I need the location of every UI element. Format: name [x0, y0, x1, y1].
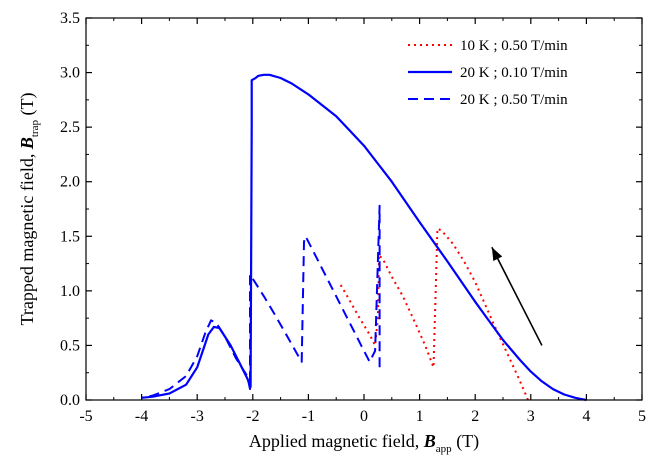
- legend: 10 K ; 0.50 T/min 20 K ; 0.10 T/min 20 K ;…: [408, 38, 568, 108]
- x-tick-label: -1: [302, 408, 315, 425]
- y-tick-label: 0.0: [60, 392, 80, 409]
- legend-label-1: 10 K ; 0.50 T/min: [460, 38, 568, 54]
- x-tick-label: -3: [191, 408, 204, 425]
- series-line-1: [338, 227, 529, 401]
- y-axis-title: Trapped magnetic field, Btrap (T): [17, 93, 41, 326]
- y-axis-title-suffix: (T): [17, 93, 38, 120]
- x-tick-label: -5: [79, 408, 92, 425]
- x-tick-label: 3: [527, 408, 535, 425]
- y-tick-label: 2.5: [60, 119, 80, 136]
- legend-label-3: 20 K ; 0.50 T/min: [460, 92, 568, 108]
- y-axis-title-prefix: Trapped magnetic field,: [17, 149, 37, 325]
- x-tick-label: -2: [246, 408, 259, 425]
- series-line-2: [141, 73, 587, 402]
- x-axis-title: Applied magnetic field, Bapp (T): [249, 431, 479, 455]
- x-tick-label: 0: [360, 408, 368, 425]
- x-tick-label: 2: [471, 408, 479, 425]
- x-tick-label: 1: [416, 408, 424, 425]
- y-tick-label: 0.5: [60, 337, 80, 354]
- annotation-arrow-head: [491, 247, 503, 262]
- x-tick-label: -4: [135, 408, 148, 425]
- x-axis-title-prefix: Applied magnetic field,: [249, 431, 424, 451]
- series-layer: [141, 73, 587, 402]
- y-axis-title-symbol: B: [17, 137, 37, 150]
- x-axis-title-symbol: B: [423, 431, 436, 451]
- y-tick-label: 1.0: [60, 283, 80, 300]
- legend-label-2: 20 K ; 0.10 T/min: [460, 65, 568, 81]
- y-tick-label: 3.0: [60, 65, 80, 82]
- x-axis-title-suffix: (T): [452, 431, 479, 452]
- y-tick-label: 2.0: [60, 174, 80, 191]
- series-line-3: [141, 204, 381, 399]
- annotation-layer: [491, 246, 543, 346]
- y-tick-label: 1.5: [60, 228, 80, 245]
- x-axis-title-subscript: app: [436, 443, 452, 455]
- annotation-arrow-shaft: [491, 246, 543, 346]
- y-axis-title-subscript: trap: [29, 120, 41, 138]
- x-tick-label: 5: [638, 408, 646, 425]
- y-tick-label: 3.5: [60, 10, 80, 27]
- axis-ticks: -5 -4 -3 -2 -1 0 1 2 3 4 5 0.0 0.5 1.0 1.5 2.0 2.5 3.0 3.5: [60, 10, 646, 425]
- x-tick-label: 4: [582, 408, 590, 425]
